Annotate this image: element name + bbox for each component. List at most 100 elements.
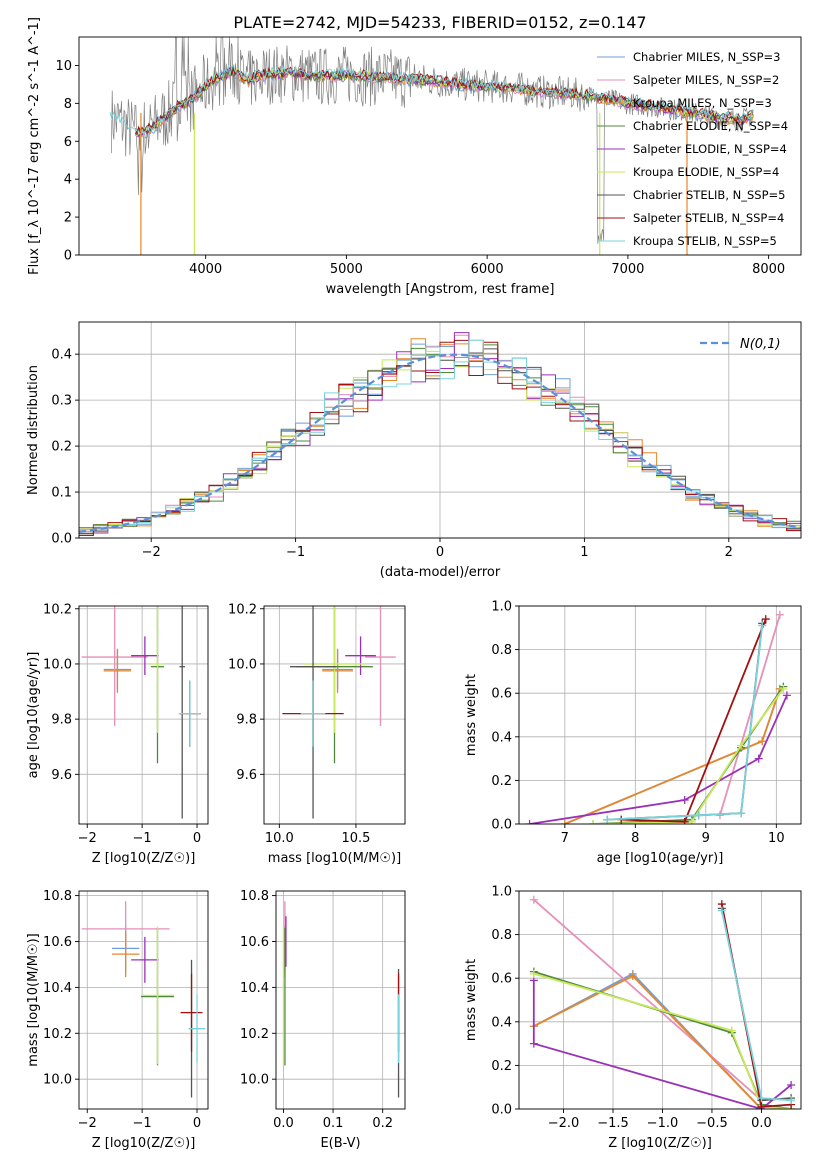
mass-vs-ebv-xtick-label: 0.0 bbox=[273, 1116, 294, 1131]
errorbar-point bbox=[131, 636, 159, 675]
weight-marker bbox=[761, 615, 770, 624]
weight-line bbox=[529, 695, 788, 824]
weight-vs-Z-panel: −2.0 −1.5 −1.0 −0.5 0.0 0.0 0.2 0.4 0.6 0.8 1.0 Z [… bbox=[464, 885, 802, 1151]
residuals-xtick-label: −2 bbox=[142, 545, 161, 560]
weight-vs-Z-xtick-label: −0.5 bbox=[696, 1116, 728, 1131]
weight-marker bbox=[737, 809, 746, 818]
spectrum-ytick-label: 2 bbox=[64, 211, 72, 226]
weight-marker bbox=[727, 1026, 736, 1035]
age-vs-mass-plot-area bbox=[282, 606, 396, 819]
weight-line bbox=[533, 899, 762, 1101]
legend-entry: Salpeter STELIB, N_SSP=4 bbox=[633, 211, 784, 225]
weight-vs-age-xtick-label: 10 bbox=[768, 831, 785, 846]
age-vs-mass-ytick-label: 10.0 bbox=[228, 657, 257, 672]
weight-line bbox=[592, 688, 785, 824]
weight-vs-Z-xtick-label: 0.0 bbox=[751, 1116, 772, 1131]
histogram-step-line bbox=[79, 339, 801, 530]
weight-line bbox=[592, 686, 785, 824]
weight-line bbox=[533, 972, 763, 1109]
weight-line bbox=[533, 974, 763, 1109]
residuals-plot-area bbox=[79, 332, 801, 536]
spectrum-observed-line bbox=[111, 37, 754, 244]
weight-series bbox=[525, 691, 791, 824]
weight-vs-Z-ytick-label: 0.8 bbox=[491, 928, 512, 943]
residuals-xtick-label: 1 bbox=[580, 545, 588, 560]
mass-vs-Z-frame bbox=[78, 890, 209, 1110]
errorbar-point bbox=[179, 606, 185, 819]
age-vs-mass-ytick-label: 9.8 bbox=[236, 713, 257, 728]
weight-marker bbox=[787, 1081, 796, 1090]
weight-marker bbox=[757, 1102, 766, 1109]
weight-vs-Z-frame bbox=[518, 890, 802, 1110]
weight-line bbox=[719, 614, 781, 816]
mass-vs-Z-panel: −2 −1 0 10.0 10.2 10.4 10.6 10.8 Z [log10(Z/Z☉)]… bbox=[26, 889, 209, 1151]
spectrum-panel: 4000 5000 6000 7000 8000 0 2 4 6 8 10 wavelength [A… bbox=[27, 17, 802, 297]
weight-vs-Z-ytick-label: 0.0 bbox=[491, 1103, 512, 1118]
weight-vs-Z-plot-area bbox=[529, 895, 796, 1109]
legend-entry: Kroupa MILES, N_SSP=3 bbox=[633, 96, 772, 110]
weight-series bbox=[717, 906, 796, 1105]
age-vs-Z-xtick-label: −1 bbox=[133, 831, 152, 846]
weight-series bbox=[560, 684, 784, 824]
age-vs-Z-xlabel: Z [log10(Z/Z☉)] bbox=[92, 851, 196, 866]
spectrum-ytick-label: 6 bbox=[64, 135, 72, 150]
errorbar-point bbox=[111, 931, 140, 978]
spectrum-ytick-label: 10 bbox=[55, 59, 72, 74]
errorbar-point bbox=[180, 973, 203, 1052]
mass-vs-Z-xlabel: Z [log10(Z/Z☉)] bbox=[92, 1136, 196, 1151]
weight-vs-age-ytick-label: 0.0 bbox=[491, 818, 512, 833]
weight-series bbox=[560, 684, 784, 824]
weight-vs-age-ytick-label: 0.8 bbox=[491, 643, 512, 658]
weight-marker bbox=[757, 1094, 766, 1103]
weight-marker bbox=[787, 1096, 796, 1105]
weight-vs-age-ylabel: mass weight bbox=[464, 674, 479, 756]
weight-marker bbox=[782, 691, 791, 700]
errorbar-point bbox=[365, 606, 396, 727]
mass-vs-ebv-frame bbox=[275, 890, 406, 1110]
weight-series bbox=[603, 619, 767, 824]
legend-entry: N(0,1) bbox=[740, 337, 781, 352]
weight-marker bbox=[589, 820, 598, 824]
spectrum-xtick-label: 5000 bbox=[330, 262, 363, 277]
age-vs-Z-ytick-label: 10.2 bbox=[43, 602, 72, 617]
weight-vs-age-ytick-label: 1.0 bbox=[491, 600, 512, 615]
spectrum-ytick-label: 4 bbox=[64, 173, 72, 188]
age-vs-mass-ytick-label: 10.2 bbox=[228, 602, 257, 617]
age-vs-Z-panel: −2 −1 0 9.6 9.8 10.0 10.2 Z [log10(Z/Z☉)] age [l… bbox=[26, 602, 209, 866]
weight-marker bbox=[680, 796, 689, 805]
errorbar-point bbox=[81, 606, 148, 727]
age-vs-Z-ytick-label: 9.6 bbox=[51, 768, 72, 783]
normal-reference-line bbox=[79, 353, 801, 533]
spectrum-model-line bbox=[109, 63, 754, 136]
errorbar-point bbox=[300, 680, 326, 747]
age-vs-mass-panel: 10.0 10.5 9.6 9.8 10.0 10.2 mass [log10(M/M☉)] bbox=[228, 602, 406, 866]
weight-marker bbox=[529, 1039, 538, 1048]
weight-line bbox=[607, 623, 764, 821]
weight-marker bbox=[525, 820, 534, 824]
mass-vs-ebv-panel: 0.0 0.1 0.2 10.0 10.2 10.4 10.6 10.8 E(B-V) bbox=[240, 889, 406, 1151]
weight-vs-age-ytick-label: 0.4 bbox=[491, 730, 512, 745]
weight-vs-age-panel: 7 8 9 10 0.0 0.2 0.4 0.6 0.8 1.0 age [log10(age/yr… bbox=[464, 600, 802, 866]
age-vs-Z-ylabel: age [log10(age/yr)] bbox=[26, 652, 41, 779]
age-vs-mass-ytick-label: 9.6 bbox=[236, 768, 257, 783]
mass-vs-ebv-ytick-label: 10.6 bbox=[240, 935, 269, 950]
weight-series bbox=[717, 900, 796, 1109]
mass-vs-Z-ytick-label: 10.6 bbox=[43, 935, 72, 950]
residuals-legend: N(0,1) bbox=[700, 337, 781, 352]
weight-vs-age-plot-area bbox=[525, 610, 791, 824]
residuals-ylabel: Normed distribution bbox=[26, 365, 41, 495]
age-vs-Z-ytick-label: 9.8 bbox=[51, 713, 72, 728]
weight-series bbox=[589, 684, 788, 824]
weight-vs-age-xlabel: age [log10(age/yr)] bbox=[597, 851, 724, 866]
weight-marker bbox=[529, 895, 538, 904]
errorbar-point bbox=[150, 606, 165, 733]
spectrum-xtick-label: 4000 bbox=[189, 262, 222, 277]
mass-vs-ebv-xlabel: E(B-V) bbox=[320, 1136, 360, 1151]
weight-marker bbox=[779, 684, 788, 693]
weight-marker bbox=[560, 820, 569, 824]
age-vs-Z-xtick-label: −2 bbox=[78, 831, 97, 846]
weight-series bbox=[529, 969, 796, 1109]
age-vs-Z-xtick-label: 0 bbox=[193, 831, 201, 846]
mass-vs-Z-ytick-label: 10.8 bbox=[43, 889, 72, 904]
